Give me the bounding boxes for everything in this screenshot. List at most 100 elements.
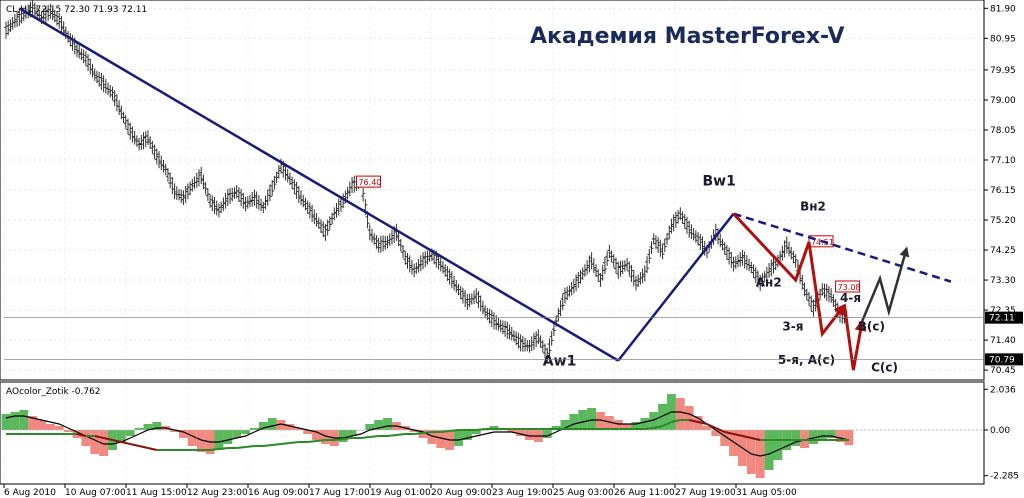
indicator-signal-segment	[644, 427, 654, 430]
histogram-bar	[187, 430, 197, 446]
histogram-bar	[223, 430, 233, 444]
price-tick-label: 80.95	[990, 34, 1016, 44]
histogram-bar	[516, 430, 526, 436]
time-tick-label: 31 Aug 05:00	[736, 488, 797, 498]
price-axis: 81.90 80.95 79.95 79.00 78.05 77.10 76.15 75.20…	[4, 4, 1023, 376]
time-tick-label: 25 Aug 03:00	[553, 488, 614, 498]
histogram-bar	[170, 430, 180, 432]
histogram-bar	[507, 430, 517, 432]
histogram-bar	[773, 430, 783, 460]
indicator-signal-segment	[129, 443, 140, 447]
indicator-signal-segment	[112, 439, 122, 443]
indicator-signal-segment	[688, 419, 699, 423]
indicator-signal-segment	[103, 437, 113, 441]
price-tick-label: 77.10	[990, 156, 1016, 166]
red-arrow-path	[732, 212, 846, 338]
indicator-tick-label: -2.285	[990, 472, 1019, 482]
indicator-signal-segment	[218, 447, 228, 450]
indicator-signal-segment	[360, 436, 370, 439]
indicator-signal-segment	[706, 423, 717, 429]
histogram-bar	[817, 430, 827, 440]
wave-label: Aw1	[543, 353, 577, 369]
histogram-bar	[720, 430, 730, 446]
time-tick-label: 23 Aug 19:00	[492, 488, 553, 498]
indicator-signal-segment	[440, 430, 450, 433]
histogram-bar	[454, 430, 463, 446]
indicator-name: AOcolor_Zotik -0.762	[6, 387, 101, 397]
indicator-signal-segment	[449, 429, 459, 432]
histogram-bar	[285, 424, 295, 430]
indicator-signal-segment	[307, 440, 317, 443]
indicator-signal-segment	[245, 445, 255, 448]
price-tick-label: 79.95	[990, 66, 1016, 76]
indicator-signal-segment	[671, 419, 681, 423]
indicator-signal-segment	[289, 441, 299, 444]
indicator-signal-segment	[316, 439, 326, 442]
histogram-bar	[409, 430, 419, 432]
indicator-signal-segment	[476, 428, 486, 431]
histogram-bar	[1, 414, 11, 430]
histogram-bar	[90, 430, 100, 454]
histogram-bar	[596, 412, 605, 430]
histogram-bar	[844, 430, 854, 446]
price-label-box	[835, 280, 861, 293]
histogram-bar	[675, 398, 685, 430]
indicator-signal-segment	[76, 433, 87, 437]
histogram-bar	[746, 430, 756, 474]
histogram-bar	[560, 420, 570, 430]
histogram-bar	[125, 430, 135, 436]
axis-marker-box	[985, 353, 1023, 366]
indicator-signal-segment	[343, 437, 353, 440]
histogram-bar	[711, 430, 721, 436]
histogram-bar	[791, 430, 801, 446]
histogram-bar	[702, 426, 712, 430]
indicator-signal-segment	[396, 433, 406, 436]
time-tick-label: 26 Aug 11:00	[614, 488, 675, 498]
time-axis: 6 Aug 2010 10 Aug 07:00 11 Aug 15:00 12 Aug…	[3, 484, 797, 498]
indicator-signal-segment	[236, 446, 246, 449]
indicator-signal-segment	[742, 435, 752, 439]
wave-label: 3-я	[782, 320, 803, 334]
histogram-bar	[569, 414, 579, 430]
histogram-bar	[258, 422, 268, 430]
histogram-bar	[578, 410, 588, 430]
time-tick-label: 6 Aug 2010	[4, 488, 56, 498]
histogram-bar	[81, 430, 91, 446]
price-label: 76.40	[358, 178, 381, 187]
histogram-bar	[196, 430, 206, 452]
histogram-bar	[525, 430, 534, 440]
wave-line-Aw1-down	[18, 7, 619, 362]
time-tick-label: 19 Aug 01:00	[370, 488, 431, 498]
histogram-bar	[99, 430, 109, 456]
indicator-signal-segment	[334, 438, 344, 441]
histogram-bar	[542, 430, 552, 438]
histogram-bar	[604, 416, 614, 430]
indicator-signal-segment	[724, 431, 734, 435]
histogram-bar	[729, 430, 738, 456]
price-tick-label: 78.05	[990, 126, 1016, 136]
histogram-bar	[19, 410, 29, 430]
wave-line-Bw1-up	[617, 212, 735, 362]
time-tick-label: 17 Aug 17:00	[309, 488, 370, 498]
histogram-bar	[28, 416, 38, 430]
histogram-bar	[294, 428, 304, 430]
price-tick-label: 73.30	[990, 276, 1016, 286]
watermark-title: Академия MasterForex-V	[530, 24, 845, 49]
histogram-bar	[267, 418, 277, 430]
grey-arrow-path	[861, 246, 910, 322]
indicator-tick-label: 2.036	[990, 385, 1016, 395]
histogram-bar	[365, 424, 375, 430]
price-label: 73.08	[838, 283, 861, 292]
indicator-axis: 2.036 0.00 -2.285	[984, 385, 1019, 482]
histogram-bar	[45, 424, 55, 430]
indicator-signal-segment	[263, 444, 273, 447]
price-tick-label: 74.25	[990, 246, 1016, 256]
indicator-signal-segment	[653, 425, 663, 429]
histogram-bar	[755, 430, 765, 478]
time-tick-label: 27 Aug 19:00	[675, 488, 736, 498]
histogram-bar	[764, 430, 774, 470]
wave-label: Ан2	[756, 275, 782, 289]
histogram-bar	[587, 408, 597, 430]
